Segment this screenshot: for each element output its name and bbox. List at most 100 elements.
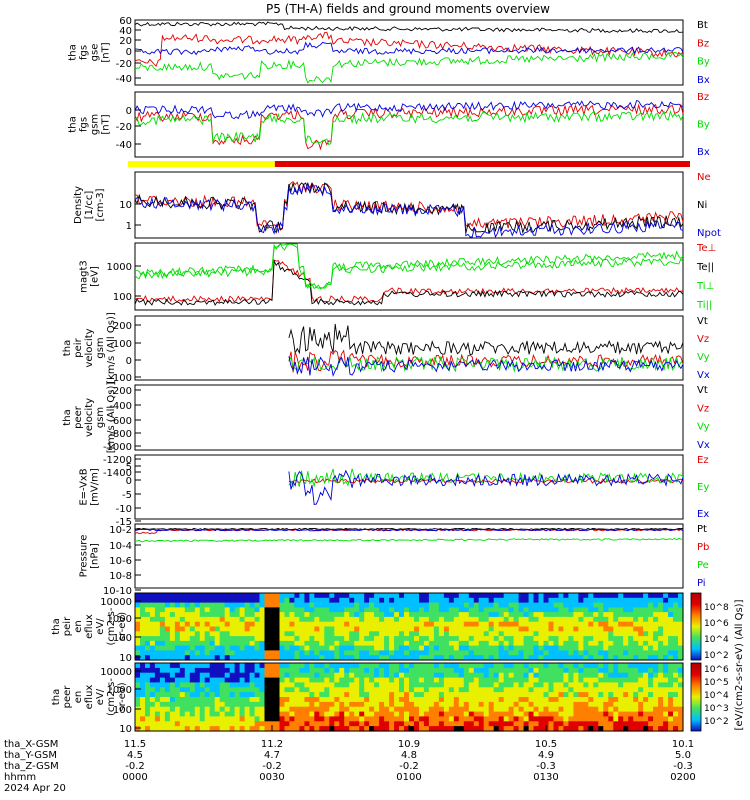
heatmap-cell [279, 650, 286, 656]
heatmap-cell [488, 597, 495, 604]
y-tick-label: -800 [109, 429, 132, 440]
heatmap-cell [224, 692, 231, 698]
y-axis-label: [cm-3] [95, 188, 106, 221]
heatmap-cell [349, 682, 355, 688]
heatmap-cell [538, 631, 545, 637]
heatmap-cell [578, 701, 584, 708]
heatmap-cell [314, 650, 320, 656]
heatmap-cell [354, 672, 360, 679]
heatmap-cell [209, 663, 216, 669]
heatmap-cell [428, 607, 435, 613]
heatmap-cell [658, 672, 664, 679]
heatmap-cell [419, 697, 425, 703]
heatmap-cell [374, 687, 380, 693]
heatmap-cell [658, 716, 664, 722]
heatmap-cell [409, 667, 415, 674]
heatmap-cell [299, 593, 305, 599]
heatmap-cell [608, 602, 614, 608]
heatmap-cell [249, 645, 256, 651]
heatmap-cell [349, 621, 355, 628]
heatmap-cell [568, 655, 574, 661]
heatmap-cell [224, 626, 231, 632]
heatmap-cell [588, 655, 594, 661]
heatmap-cell [618, 701, 624, 708]
heatmap-cell [274, 677, 281, 684]
heatmap-cell [135, 631, 141, 637]
heatmap-cell [304, 640, 310, 647]
y-axis-label: (cm2-s- [106, 678, 117, 716]
heatmap-cell [194, 636, 201, 642]
heatmap-cell [653, 593, 659, 599]
heatmap-cell [384, 650, 390, 656]
heatmap-cell [563, 655, 569, 661]
heatmap-cell [354, 706, 360, 713]
heatmap-cell [324, 631, 330, 637]
heatmap-cell [194, 682, 201, 688]
heatmap-cell [289, 697, 295, 703]
heatmap-cell [673, 726, 679, 732]
heatmap-cell [214, 667, 221, 674]
heatmap-cell [284, 612, 291, 618]
heatmap-cell [189, 645, 196, 651]
heatmap-cell [419, 663, 425, 669]
heatmap-cell [319, 697, 325, 703]
heatmap-cell [623, 677, 629, 684]
heatmap-cell [135, 687, 141, 693]
heatmap-cell [184, 640, 191, 647]
heatmap-cell [269, 721, 276, 727]
heatmap-cell [399, 645, 405, 651]
y-axis-label: [km/s (All Qs)] [106, 312, 117, 384]
y-axis-label: [km/s (All Qs)] [106, 382, 117, 454]
heatmap-cell [463, 612, 470, 618]
heatmap-cell [279, 692, 286, 698]
heatmap-cell [174, 607, 181, 613]
heatmap-cell [414, 711, 420, 718]
heatmap-cell [344, 593, 350, 599]
heatmap-cell [239, 640, 246, 647]
heatmap-cell [518, 607, 525, 613]
heatmap-cell [603, 612, 609, 618]
heatmap-cell [229, 667, 236, 674]
heatmap-cell [668, 645, 674, 651]
heatmap-cell [189, 687, 196, 693]
heatmap-cell [508, 640, 515, 647]
heatmap-cell [583, 706, 589, 713]
heatmap-cell [149, 597, 156, 604]
heatmap-cell [209, 602, 216, 608]
heatmap-cell [259, 626, 266, 632]
heatmap-cell [538, 687, 545, 693]
heatmap-cell [374, 593, 380, 599]
y-tick-label: 100 [113, 339, 132, 350]
heatmap-cell [145, 593, 151, 599]
heatmap-cell [508, 602, 515, 608]
heatmap-cell [548, 650, 555, 656]
heatmap-cell [638, 593, 644, 599]
heatmap-cell [309, 697, 315, 703]
heatmap-cell [428, 687, 435, 693]
heatmap-cell [618, 672, 624, 679]
heatmap-cell [204, 672, 211, 679]
heatmap-cell [394, 636, 400, 642]
heatmap-cell [423, 626, 430, 632]
heatmap-cell [458, 692, 465, 698]
heatmap-cell [498, 687, 505, 693]
heatmap-cell [209, 726, 216, 732]
heatmap-cell [304, 716, 310, 722]
heatmap-cell [618, 631, 624, 637]
heatmap-cell [423, 667, 430, 674]
heatmap-cell [498, 726, 505, 732]
heatmap-cell [443, 616, 450, 623]
heatmap-cell [523, 650, 530, 656]
heatmap-cell [573, 655, 579, 661]
heatmap-cell [324, 677, 330, 684]
heatmap-cell [638, 631, 644, 637]
y-tick-label: -10 [116, 504, 132, 515]
heatmap-cell [528, 687, 535, 693]
heatmap-cell [324, 650, 330, 656]
heatmap-cell [369, 667, 375, 674]
heatmap-cell [339, 692, 345, 698]
heatmap-cell [324, 687, 330, 693]
heatmap-cell [453, 602, 460, 608]
heatmap-cell [269, 593, 276, 599]
heatmap-cell [513, 621, 520, 628]
